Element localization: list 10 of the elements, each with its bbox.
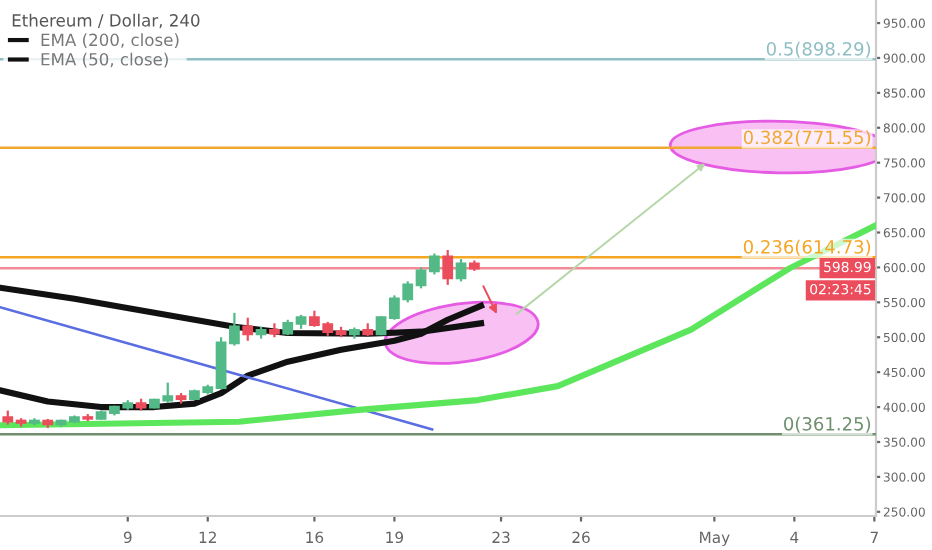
- ref-line-label: 0.382(771.55): [743, 130, 871, 147]
- text: Ethereum / Dollar, 240: [12, 13, 200, 29]
- ref-line-label: 0.5(898.29): [766, 41, 871, 58]
- candlestick: [442, 248, 454, 286]
- ref-line-label: 0(361.25): [784, 416, 871, 433]
- legend-label: EMA (50, close): [41, 52, 168, 68]
- candlestick: [455, 257, 467, 283]
- legend-label: EMA (200, close): [41, 33, 179, 49]
- candlestick: [242, 316, 254, 342]
- ref-line-label: 0.236(614.73): [743, 239, 871, 256]
